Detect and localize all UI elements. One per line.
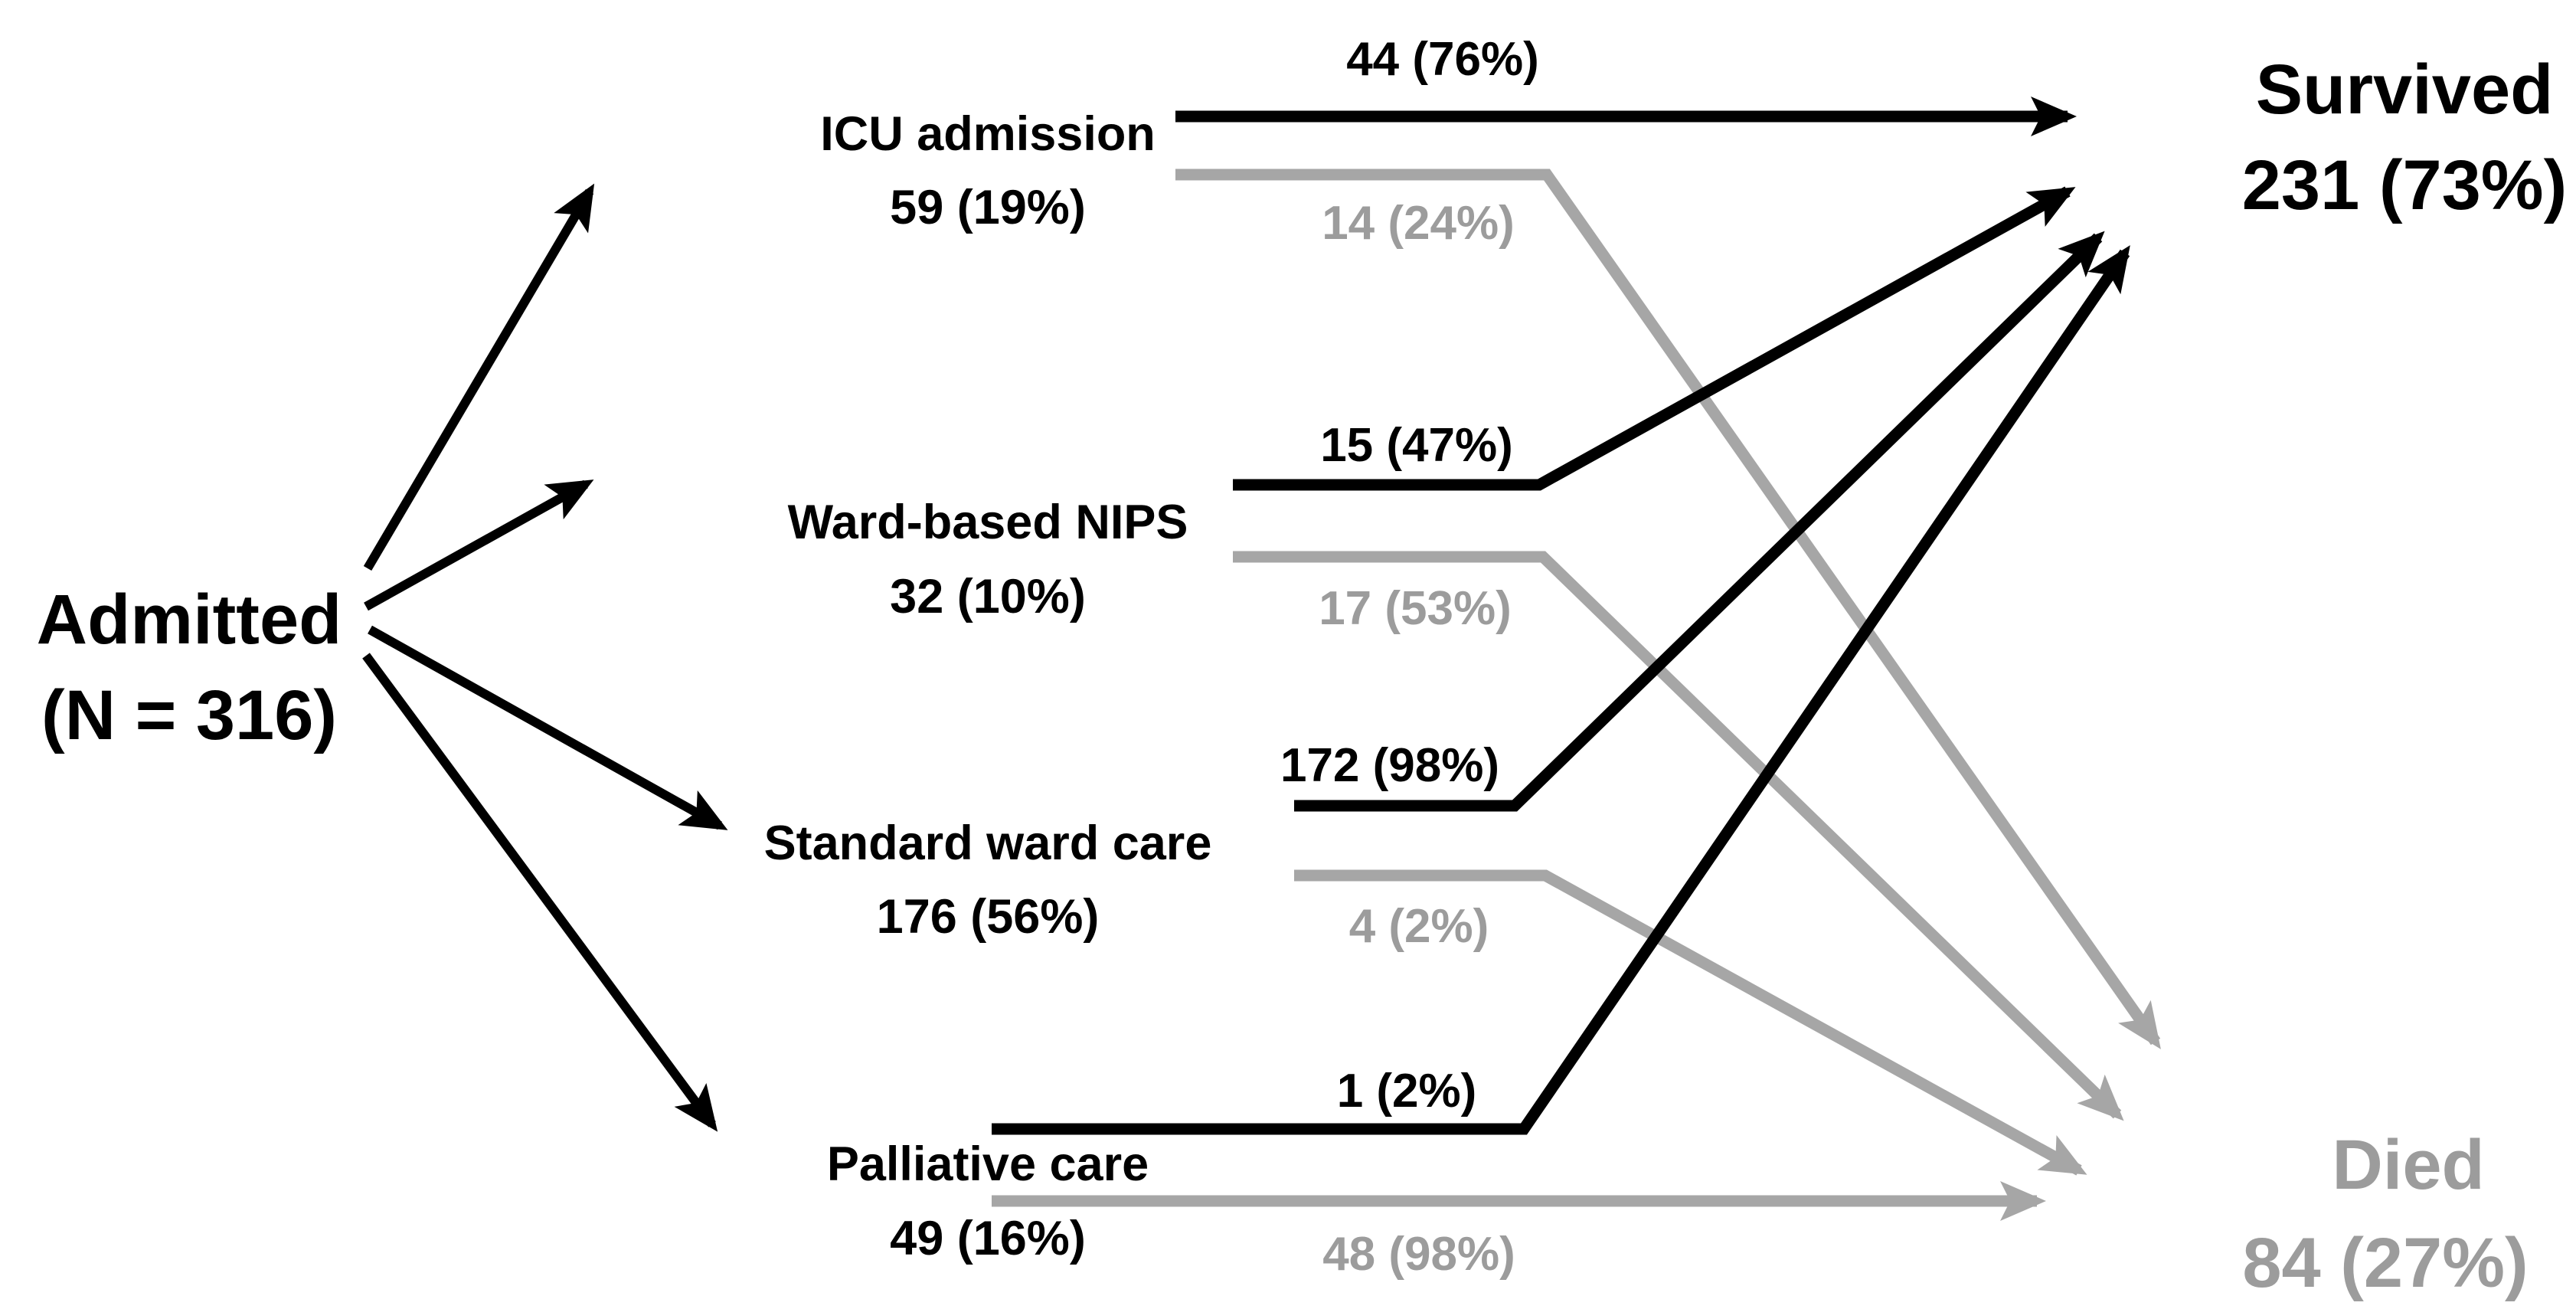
- palliative-care-count: 49 (16%): [890, 1212, 1086, 1265]
- ward-nips-count: 32 (10%): [890, 570, 1086, 623]
- standard-ward-label: Standard ward care: [764, 816, 1212, 870]
- flow-ward-nips-to-died: [1233, 551, 2124, 1121]
- ward-nips-died-flow-label: 17 (53%): [1319, 582, 1512, 635]
- died-label: Died: [2332, 1126, 2484, 1204]
- icu-died-flow-label: 14 (24%): [1322, 197, 1515, 250]
- admitted-count: (N = 316): [41, 676, 337, 754]
- flow-standard-ward-to-died: [1294, 869, 2087, 1176]
- arrow-admitted-to-palliative: [362, 653, 718, 1132]
- icu-survived-flow-label: 44 (76%): [1346, 33, 1539, 86]
- palliative-died-flow-label: 48 (98%): [1322, 1228, 1515, 1281]
- arrow-admitted-to-ward-nips: [364, 479, 594, 611]
- died-count: 84 (27%): [2242, 1224, 2528, 1302]
- standard-ward-count: 176 (56%): [877, 890, 1100, 944]
- palliative-survived-flow-label: 1 (2%): [1337, 1065, 1477, 1118]
- palliative-care-label: Palliative care: [827, 1137, 1149, 1191]
- ward-nips-label: Ward-based NIPS: [788, 496, 1188, 549]
- icu-admission-count: 59 (19%): [890, 181, 1086, 234]
- arrow-admitted-to-icu: [363, 183, 595, 571]
- flow-palliative-to-survived: [992, 245, 2130, 1135]
- survived-label: Survived: [2256, 51, 2554, 129]
- standard-ward-survived-flow-label: 172 (98%): [1280, 739, 1499, 792]
- arrow-admitted-to-standard-ward: [368, 625, 728, 830]
- admitted-label: Admitted: [37, 581, 342, 659]
- flow-ward-nips-to-survived: [1233, 186, 2076, 491]
- icu-admission-label: ICU admission: [820, 107, 1156, 161]
- standard-ward-died-flow-label: 4 (2%): [1349, 900, 1489, 953]
- flow-standard-ward-to-survived: [1294, 231, 2105, 812]
- ward-nips-survived-flow-label: 15 (47%): [1320, 419, 1513, 472]
- survived-count: 231 (73%): [2242, 146, 2567, 224]
- flow-icu-to-died: [1175, 169, 2161, 1049]
